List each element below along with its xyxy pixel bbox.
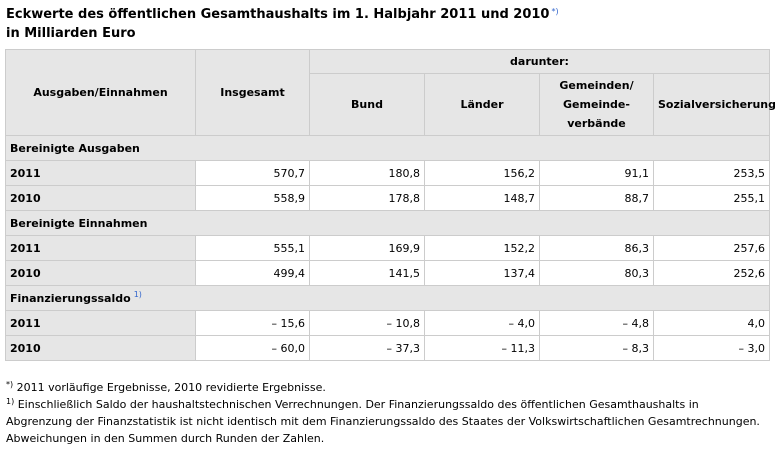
footnote-one-mark: 1)	[6, 397, 15, 406]
section-label-text: Bereinigte Einnahmen	[10, 216, 148, 230]
table-cell: 86,3	[539, 235, 654, 261]
table-cell: 253,5	[653, 160, 770, 186]
section-label: Bereinigte Einnahmen	[5, 210, 770, 236]
section-label: Finanzierungssaldo 1)	[5, 285, 770, 311]
col-header-group: darunter:	[309, 49, 770, 74]
col-header-gemeinden: Gemeinden/ Gemeinde- verbände	[539, 73, 654, 136]
col-header-gemeinden-l3: verbände	[567, 117, 626, 130]
section-label-text: Finanzierungssaldo	[10, 291, 131, 305]
table-cell: – 4,0	[424, 310, 540, 336]
col-header-sozialversicherung: Sozialversicherung	[653, 73, 775, 136]
title-text: Eckwerte des öffentlichen Gesamthaushalt…	[6, 7, 550, 22]
table-cell: 80,3	[539, 260, 654, 286]
table-cell: 137,4	[424, 260, 540, 286]
table-cell: 499,4	[195, 260, 310, 286]
col-header-total: Insgesamt	[195, 49, 310, 136]
footnotes: *) 2011 vorläufige Ergebnisse, 2010 revi…	[6, 379, 766, 447]
footnote-star: *) 2011 vorläufige Ergebnisse, 2010 revi…	[6, 379, 766, 396]
table-cell: 148,7	[424, 185, 540, 211]
footnote-star-text: 2011 vorläufige Ergebnisse, 2010 revidie…	[16, 381, 326, 394]
row-year: 2011	[5, 160, 196, 186]
section-row: Bereinigte Ausgaben	[5, 135, 770, 161]
title-block: Eckwerte des öffentlichen Gesamthaushalt…	[6, 5, 559, 43]
row-year: 2010	[5, 335, 196, 361]
table-cell: – 15,6	[195, 310, 310, 336]
table-cell: 558,9	[195, 185, 310, 211]
section-row: Bereinigte Einnahmen	[5, 210, 770, 236]
budget-table: Ausgaben/Einnahmen Insgesamt darunter: B…	[5, 49, 775, 361]
col-header-gemeinden-l2: Gemeinde-	[563, 98, 630, 111]
table-cell: 141,5	[309, 260, 425, 286]
table-row: 2011 555,1 169,9 152,2 86,3 257,6	[5, 235, 770, 261]
table-cell: 152,2	[424, 235, 540, 261]
section-label: Bereinigte Ausgaben	[5, 135, 770, 161]
page-title: Eckwerte des öffentlichen Gesamthaushalt…	[6, 5, 559, 24]
page-subtitle: in Milliarden Euro	[6, 26, 136, 41]
footnote-one-line-2: Abgrenzung der Finanzstatistik ist nicht…	[6, 415, 760, 428]
table-row: 2010 558,9 178,8 148,7 88,7 255,1	[5, 185, 770, 211]
section-footnote-ref[interactable]: 1)	[133, 289, 142, 299]
table-cell: – 3,0	[653, 335, 770, 361]
table-cell: 88,7	[539, 185, 654, 211]
footnote-star-mark: *)	[6, 380, 14, 389]
row-year: 2011	[5, 310, 196, 336]
footnote-one-line-3: Abweichungen in den Summen durch Runden …	[6, 432, 325, 445]
table-cell: 4,0	[653, 310, 770, 336]
table-cell: 91,1	[539, 160, 654, 186]
section-row: Finanzierungssaldo 1)	[5, 285, 770, 311]
table-cell: 570,7	[195, 160, 310, 186]
table-cell: 169,9	[309, 235, 425, 261]
table-cell: 252,6	[653, 260, 770, 286]
col-header-gemeinden-l1: Gemeinden/	[559, 79, 634, 92]
table-cell: – 4,8	[539, 310, 654, 336]
table-row: 2011– 15,6– 10,8– 4,0– 4,8 4,0	[5, 310, 770, 336]
table-row: 2010 499,4 141,5 137,4 80,3 252,6	[5, 260, 770, 286]
col-header-category: Ausgaben/Einnahmen	[5, 49, 196, 136]
table-cell: – 37,3	[309, 335, 425, 361]
table-row: 2011 570,7 180,8 156,2 91,1 253,5	[5, 160, 770, 186]
row-year: 2010	[5, 260, 196, 286]
table-cell: 180,8	[309, 160, 425, 186]
table-cell: 156,2	[424, 160, 540, 186]
table-row: 2010– 60,0– 37,3– 11,3– 8,3– 3,0	[5, 335, 770, 361]
col-header-bund: Bund	[309, 73, 425, 136]
table-cell: 255,1	[653, 185, 770, 211]
table-cell: – 60,0	[195, 335, 310, 361]
col-header-laender: Länder	[424, 73, 540, 136]
table-cell: 257,6	[653, 235, 770, 261]
table-cell: 555,1	[195, 235, 310, 261]
row-year: 2010	[5, 185, 196, 211]
footnote-one-text-1: Einschließlich Saldo der haushaltstechni…	[17, 398, 699, 411]
table-cell: – 8,3	[539, 335, 654, 361]
table-body: Bereinigte Ausgaben 2011 570,7 180,8 156,2 91…	[5, 135, 770, 361]
footnote-one: 1) Einschließlich Saldo der haushaltstec…	[6, 396, 766, 413]
table-cell: – 10,8	[309, 310, 425, 336]
row-year: 2011	[5, 235, 196, 261]
section-label-text: Bereinigte Ausgaben	[10, 141, 140, 155]
title-footnote-ref[interactable]: *)	[551, 7, 559, 16]
table-cell: – 11,3	[424, 335, 540, 361]
table-cell: 178,8	[309, 185, 425, 211]
